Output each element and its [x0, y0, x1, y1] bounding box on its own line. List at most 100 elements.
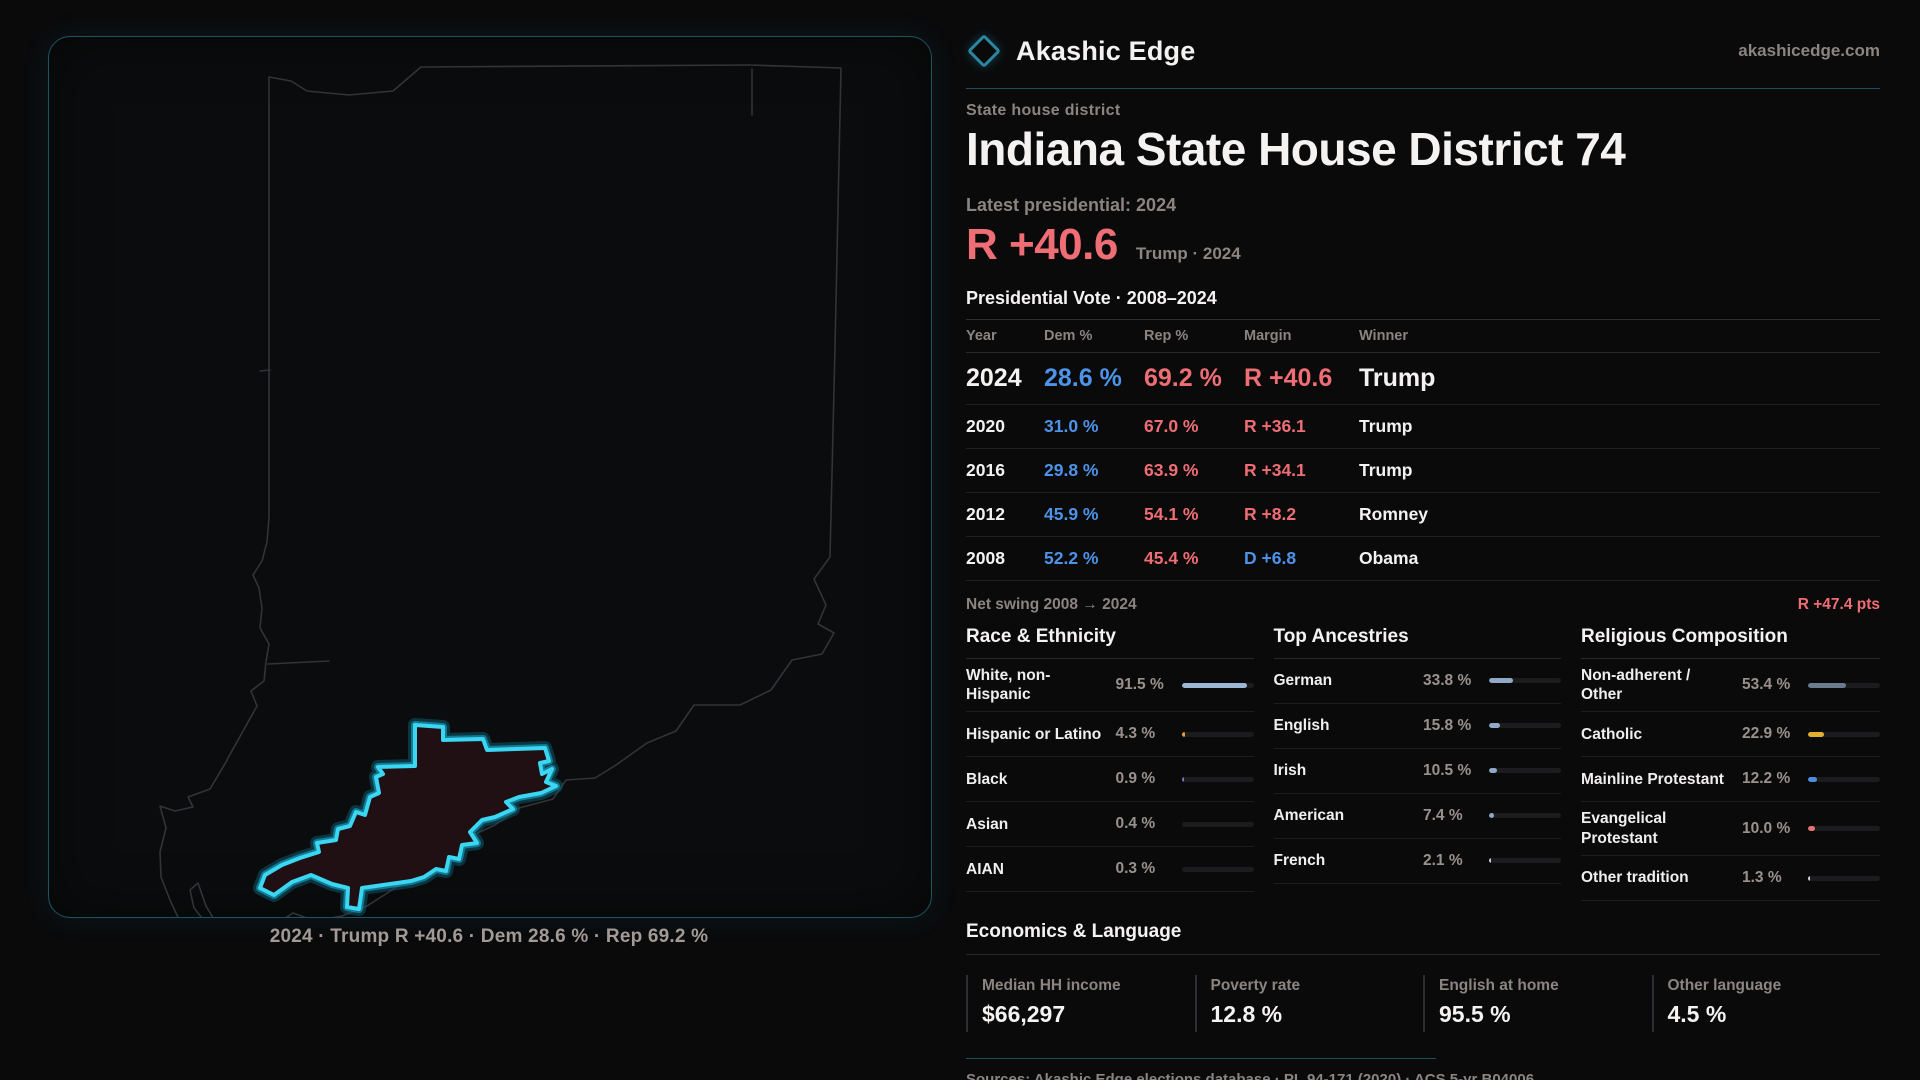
- bar-track: [1808, 682, 1880, 688]
- table-cell: Romney: [1359, 503, 1429, 524]
- stat-value: 12.8 %: [1210, 1001, 1283, 1028]
- section-title: Religious Composition: [1581, 626, 1880, 659]
- demographic-value: 2.1 %: [1423, 851, 1463, 869]
- demographic-value: 0.9 %: [1115, 770, 1156, 788]
- bar-fill: [1181, 682, 1248, 688]
- demographic-row: English 15.8 %: [1273, 704, 1561, 749]
- district-74-boundary: [258, 723, 558, 911]
- footer-divider: [966, 1058, 1436, 1060]
- map-caption: 2024 · Trump R +40.6 · Dem 28.6 % · Rep …: [269, 926, 709, 947]
- stat-tile: Poverty rate 12.8 %: [1194, 975, 1424, 1033]
- headline-context: Trump · 2024: [1135, 243, 1241, 263]
- table-cell: 45.4 %: [1144, 547, 1199, 568]
- demographic-value: 4.3 %: [1115, 725, 1156, 743]
- table-row: 2016 29.8 % 63.9 % R +34.1 Trump: [966, 449, 1880, 493]
- bar-track: [1808, 826, 1880, 832]
- demographic-value: 33.8 %: [1423, 671, 1472, 689]
- stat-value: $66,297: [982, 1001, 1066, 1028]
- column-header: Dem %: [1044, 327, 1093, 344]
- table-row: 2012 45.9 % 54.1 % R +8.2 Romney: [966, 493, 1880, 537]
- demographic-value: 91.5 %: [1115, 676, 1164, 694]
- demographic-label: Asian: [966, 815, 1009, 833]
- headline-margin-value: R +40.6: [966, 219, 1118, 269]
- table-cell: 28.6 %: [1044, 363, 1122, 392]
- indiana-map: [159, 64, 842, 917]
- demographic-row: Catholic 22.9 %: [1581, 712, 1880, 758]
- table-cell: 2016: [966, 459, 1005, 480]
- brand-domain-link[interactable]: akashicedge.com: [1738, 41, 1880, 60]
- page-title: Indiana State House District 74: [966, 123, 1626, 175]
- demographic-label: Catholic: [1581, 725, 1643, 743]
- table-cell: R +40.6: [1244, 363, 1333, 392]
- demographic-value: 53.4 %: [1742, 676, 1791, 694]
- latest-presidential-label: Latest presidential: 2024: [966, 194, 1177, 215]
- table-cell: R +8.2: [1244, 503, 1297, 524]
- table-row: 2024 28.6 % 69.2 % R +40.6 Trump: [966, 353, 1880, 405]
- demographic-row: Hispanic or Latino 4.3 %: [966, 712, 1254, 758]
- presidential-vote-table: Year Dem % Rep % Margin Winner 2024 28.6 % 69.…: [966, 318, 1880, 614]
- table-header-row: Year Dem % Rep % Margin Winner: [966, 320, 1880, 353]
- table-cell: 2020: [966, 415, 1005, 436]
- demographic-row: Evangelical Protestant 10.0 %: [1581, 802, 1880, 857]
- bar-fill: [1489, 813, 1495, 819]
- demographic-value: 0.4 %: [1115, 815, 1156, 833]
- district-type-eyebrow: State house district: [966, 102, 1121, 119]
- demographic-label: Non-adherent / Other: [1581, 666, 1691, 704]
- bar-track: [1489, 678, 1561, 684]
- net-swing-row: Net swing 2008 → 2024 R +47.4 pts: [966, 583, 1880, 614]
- headline-margin-row: R +40.6 Trump · 2024: [966, 220, 1880, 270]
- table-cell: 54.1 %: [1144, 503, 1199, 524]
- bar-fill: [1808, 731, 1825, 737]
- bar-track: [1181, 776, 1254, 782]
- economics-stats: Median HH income $66,297 Poverty rate 12.8 …: [966, 975, 1881, 1033]
- bar-fill: [1181, 731, 1185, 737]
- header: Akashic Edge akashicedge.com: [966, 28, 1880, 74]
- demographic-value: 7.4 %: [1423, 806, 1463, 824]
- table-row: 2020 31.0 % 67.0 % R +36.1 Trump: [966, 405, 1880, 449]
- bar-track: [1489, 858, 1561, 864]
- brand: Akashic Edge: [966, 34, 1195, 68]
- stat-tile: Median HH income $66,297: [966, 975, 1195, 1033]
- stat-value: 4.5 %: [1667, 1001, 1727, 1028]
- district-74-shape[interactable]: [253, 718, 563, 916]
- demographic-label: White, non-Hispanic: [966, 666, 1051, 704]
- demographic-row: White, non-Hispanic 91.5 %: [966, 659, 1254, 713]
- diamond-outline-icon: [967, 34, 1001, 68]
- demographic-value: 10.5 %: [1423, 761, 1472, 779]
- net-swing-label: Net swing 2008 → 2024: [966, 595, 1137, 613]
- section-title: Race & Ethnicity: [966, 626, 1254, 659]
- district-report: Akashic Edge akashicedge.com State house…: [966, 28, 1880, 1080]
- table-title: Presidential Vote · 2008–2024: [966, 287, 1217, 308]
- demographic-value: 12.2 %: [1742, 770, 1791, 788]
- table-cell: 67.0 %: [1144, 415, 1199, 436]
- demographic-label: German: [1273, 671, 1333, 689]
- demographic-row: Non-adherent / Other 53.4 %: [1581, 659, 1880, 713]
- column-header: Year: [966, 327, 997, 344]
- table-cell: R +34.1: [1244, 459, 1306, 480]
- section-title: Top Ancestries: [1273, 626, 1561, 659]
- demographic-value: 0.3 %: [1115, 860, 1156, 878]
- demographic-label: Other tradition: [1581, 869, 1689, 887]
- stat-tile: Other language 4.5 %: [1651, 975, 1881, 1033]
- demographic-label: French: [1273, 851, 1326, 869]
- bar-track: [1489, 768, 1561, 774]
- demographic-label: Irish: [1273, 761, 1307, 779]
- table-row: 2008 52.2 % 45.4 % D +6.8 Obama: [966, 537, 1880, 581]
- table-cell: 45.9 %: [1044, 503, 1099, 524]
- demographic-label: Evangelical Protestant: [1581, 810, 1667, 847]
- demographic-row: AIAN 0.3 %: [966, 847, 1254, 893]
- district-map-panel: [48, 36, 932, 918]
- demographic-row: Irish 10.5 %: [1273, 749, 1561, 794]
- table-cell: 69.2 %: [1144, 363, 1222, 392]
- demographic-row: Mainline Protestant 12.2 %: [1581, 757, 1880, 803]
- bar-fill: [1489, 768, 1497, 774]
- table-cell: 2012: [966, 503, 1005, 524]
- demographic-label: Hispanic or Latino: [966, 725, 1102, 743]
- demographics-section: Race & Ethnicity White, non-Hispanic 91.5 …: [966, 626, 1254, 902]
- table-cell: Trump: [1359, 459, 1413, 480]
- net-swing-value: R +47.4 pts: [1797, 595, 1880, 613]
- stat-label: English at home: [1439, 977, 1559, 995]
- demographic-row: American 7.4 %: [1273, 794, 1561, 839]
- demographic-row: Other tradition 1.3 %: [1581, 856, 1880, 902]
